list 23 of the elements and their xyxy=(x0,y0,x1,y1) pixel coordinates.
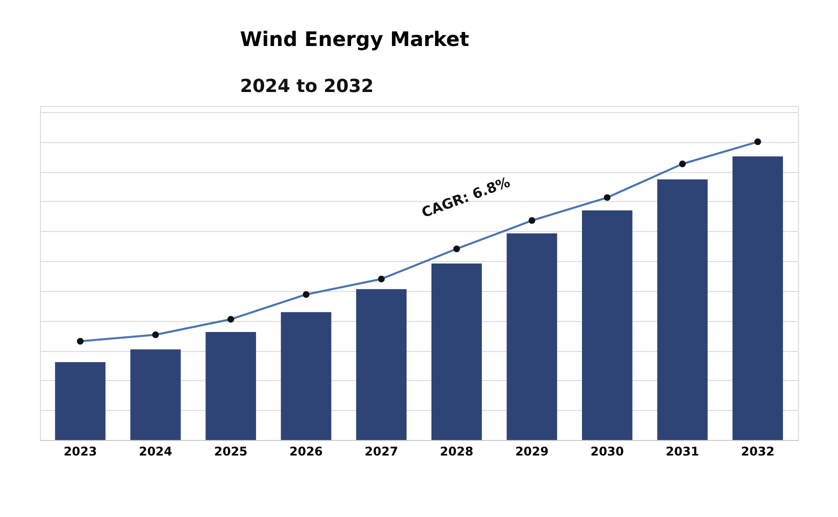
bar xyxy=(582,210,632,440)
bar xyxy=(431,263,482,440)
x-tick-label: 2031 xyxy=(666,444,700,458)
bar xyxy=(506,233,558,440)
x-tick-label: 2023 xyxy=(64,444,97,458)
chart-subtitle: 2024 to 2032 xyxy=(240,76,374,97)
bar xyxy=(55,362,106,440)
bar xyxy=(732,156,783,440)
x-tick-label: 2030 xyxy=(590,444,624,458)
x-tick-label: 2027 xyxy=(364,444,398,458)
x-tick-label: 2028 xyxy=(440,444,474,458)
x-tick-label: 2032 xyxy=(741,444,774,458)
bar xyxy=(356,289,407,440)
bar xyxy=(280,312,332,440)
bar xyxy=(130,349,181,440)
x-tick-label: 2029 xyxy=(515,444,549,458)
x-tick-label: 2025 xyxy=(214,444,248,458)
bar xyxy=(657,179,708,440)
annotation: CAGR: 6.8% xyxy=(420,174,512,222)
x-tick-label: 2024 xyxy=(138,444,172,458)
x-tick-label: 2026 xyxy=(289,444,323,458)
chart-title: Wind Energy Market xyxy=(240,27,470,51)
bar xyxy=(206,332,256,440)
